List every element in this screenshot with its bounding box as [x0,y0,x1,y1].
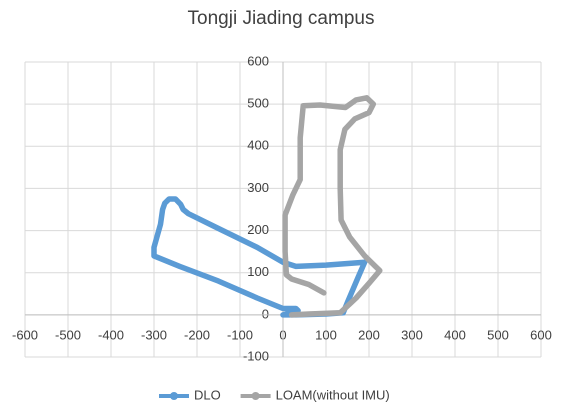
x-tick-label: 600 [530,327,552,342]
legend-marker [251,392,260,400]
x-tick-label: 500 [487,327,509,342]
x-tick-label: -400 [98,327,124,342]
x-tick-label: -200 [184,327,210,342]
y-tick-label: 0 [262,306,269,321]
legend-marker [170,392,178,400]
chart-title: Tongji Jiading campus [188,8,375,29]
x-tick-label: 400 [444,327,466,342]
legend-label: DLO [194,387,221,402]
x-tick-label: -300 [141,327,167,342]
legend-label: LOAM(without IMU) [276,387,390,402]
series-line [151,196,368,318]
series-line [282,95,383,318]
x-tick-label: -500 [55,327,81,342]
y-tick-label: 200 [247,222,269,237]
y-tick-label: 300 [247,180,269,195]
x-tick-label: 100 [315,327,337,342]
x-tick-label: -100 [227,327,253,342]
x-tick-label: -600 [12,327,38,342]
y-tick-label: 400 [247,138,269,153]
y-tick-label: 600 [247,53,269,68]
y-tick-label: 500 [247,96,269,111]
y-tick-label: -100 [243,348,269,363]
y-tick-label: 100 [247,264,269,279]
x-tick-label: 300 [401,327,423,342]
x-tick-label: 200 [358,327,380,342]
